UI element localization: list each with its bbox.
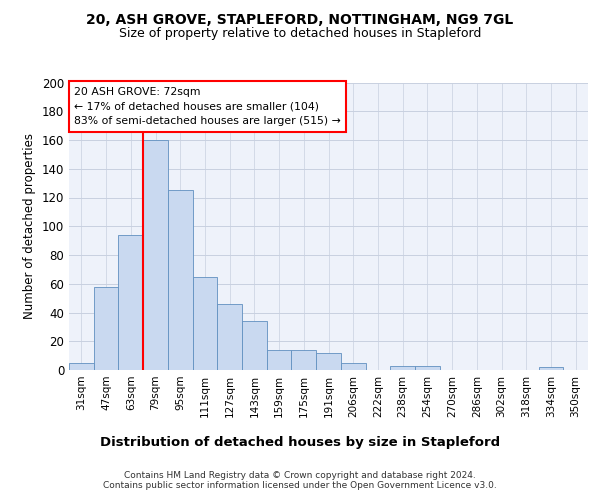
Bar [341,363,365,370]
Bar [292,350,316,370]
Bar [316,353,341,370]
Text: 20 ASH GROVE: 72sqm
← 17% of detached houses are smaller (104)
83% of semi-detac: 20 ASH GROVE: 72sqm ← 17% of detached ho… [74,87,341,126]
Text: Contains HM Land Registry data © Crown copyright and database right 2024.: Contains HM Land Registry data © Crown c… [124,471,476,480]
Text: Size of property relative to detached houses in Stapleford: Size of property relative to detached ho… [119,28,481,40]
Bar [94,286,118,370]
Bar [267,350,292,370]
Text: Contains public sector information licensed under the Open Government Licence v3: Contains public sector information licen… [103,481,497,490]
Bar [390,366,415,370]
Bar [69,363,94,370]
Bar [118,235,143,370]
Bar [539,367,563,370]
Y-axis label: Number of detached properties: Number of detached properties [23,133,36,320]
Text: Distribution of detached houses by size in Stapleford: Distribution of detached houses by size … [100,436,500,449]
Text: 20, ASH GROVE, STAPLEFORD, NOTTINGHAM, NG9 7GL: 20, ASH GROVE, STAPLEFORD, NOTTINGHAM, N… [86,12,514,26]
Bar [217,304,242,370]
Bar [193,276,217,370]
Bar [168,190,193,370]
Bar [415,366,440,370]
Bar [143,140,168,370]
Bar [242,321,267,370]
